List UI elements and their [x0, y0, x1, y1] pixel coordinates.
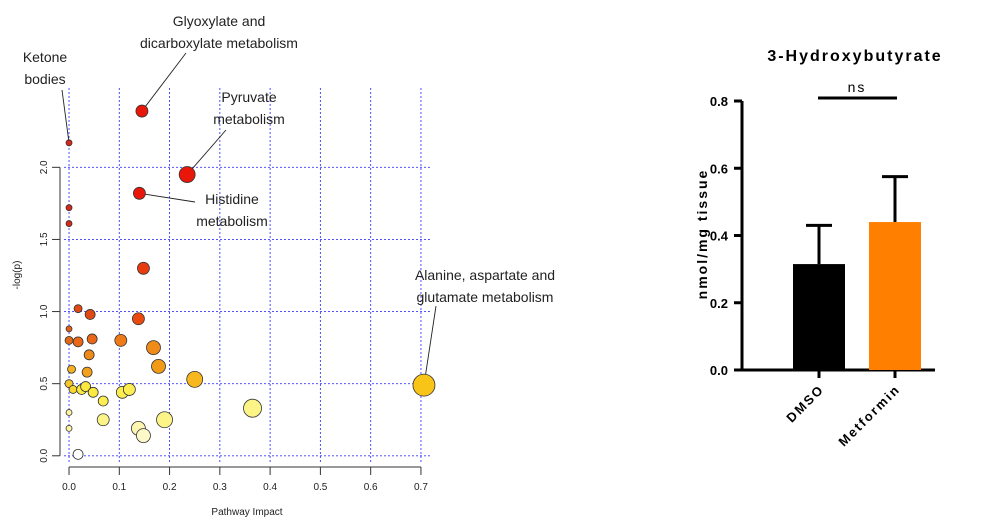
scatter-x-tick-label: 0.5	[313, 482, 327, 493]
scatter-point	[151, 358, 166, 374]
scatter-point	[122, 383, 136, 396]
bar-bars	[793, 175, 921, 370]
scatter-point	[65, 409, 73, 416]
scatter-points	[64, 104, 436, 460]
bar-chart-title: 3-Hydroxybutyrate	[767, 48, 942, 65]
scatter-point	[186, 370, 204, 388]
scatter-point	[178, 166, 196, 183]
scatter-point	[67, 364, 76, 374]
scatter-annotation-leaders	[61, 52, 437, 386]
scatter-y-tick-label: 0.5	[39, 376, 50, 390]
scatter-annotations: Ketone bodies Glyoxylate and dicarboxylate …	[23, 13, 555, 305]
scatter-x-tick-label: 0.2	[163, 482, 177, 493]
scatter-point	[97, 395, 109, 407]
scatter-point	[65, 204, 73, 212]
scatter-point	[136, 428, 151, 443]
scatter-point	[86, 333, 98, 345]
annotation-label: metabolism	[196, 213, 268, 229]
scatter-point	[84, 309, 96, 320]
scatter-point	[146, 340, 161, 356]
scatter-point	[65, 220, 73, 227]
annotation-label: glutamate metabolism	[417, 289, 554, 305]
scatter-point	[65, 424, 73, 432]
bar-y-tick-label: 0.4	[710, 229, 729, 244]
scatter-grid	[64, 88, 431, 463]
bar-y-tick-label: 0.6	[710, 161, 728, 176]
scatter-point	[73, 304, 83, 314]
scatter-y-tick-label: 0.0	[39, 448, 50, 462]
scatter-y-tick-label: 1.0	[39, 304, 50, 318]
annotation-leader-line	[61, 89, 70, 143]
scatter-point	[243, 398, 262, 418]
scatter-x-axis-label: Pathway Impact	[211, 507, 282, 517]
scatter-y-axis-label: -log(p)	[12, 261, 23, 290]
bar-y-tick-label: 0.8	[710, 94, 728, 109]
scatter-point	[87, 386, 99, 398]
annotation-label: Alanine, aspartate and	[415, 267, 555, 283]
scatter-point	[68, 385, 78, 394]
annotation-label: Histidine	[205, 191, 259, 207]
bar-metformin	[869, 222, 921, 370]
scatter-y-tick-label: 1.5	[39, 232, 50, 246]
bar-category-label: Metformin	[835, 382, 903, 450]
scatter-point	[133, 186, 146, 200]
annotation-leader-line	[423, 305, 437, 386]
scatter-point	[83, 349, 95, 361]
scatter-point	[80, 381, 92, 392]
scatter-point	[114, 334, 128, 347]
scatter-point	[135, 104, 149, 118]
bar-category-label: DMSO	[783, 382, 827, 426]
significance-bracket: ns	[818, 79, 897, 100]
hydroxybutyrate-bar-chart: 3-Hydroxybutyrate nmol/mg tissue 0.0 0.2 0…	[694, 48, 942, 450]
annotation-label: Glyoxylate and	[173, 13, 266, 29]
scatter-x-tick-label: 0.3	[213, 482, 227, 493]
scatter-point	[65, 325, 73, 333]
annotation-label: bodies	[24, 71, 65, 87]
scatter-x-tick-label: 0.4	[263, 482, 277, 493]
scatter-axes: 0.0 0.1 0.2 0.3 0.4 0.5 0.6 0.7 0.0 0.5 1.0 1.5 2.0	[39, 160, 428, 493]
significance-label: ns	[848, 79, 867, 95]
scatter-y-tick-label: 2.0	[39, 160, 50, 174]
scatter-point	[72, 448, 84, 460]
scatter-point	[156, 411, 173, 429]
pathway-impact-scatter-plot: 0.0 0.1 0.2 0.3 0.4 0.5 0.6 0.70.00.51.01.52.0 …	[12, 13, 555, 517]
annotation-label: Ketone	[23, 49, 68, 65]
annotation-label: Pyruvate	[221, 89, 276, 105]
bar-y-tick-label: 0.0	[710, 363, 728, 378]
annotation-leader-line	[141, 52, 187, 112]
annotation-leader-line	[186, 129, 227, 175]
scatter-x-tick-label: 0.0	[62, 482, 76, 493]
scatter-x-tick-label: 0.7	[414, 482, 428, 493]
scatter-x-tick-label: 0.6	[364, 482, 378, 493]
scatter-x-tick-label: 0.1	[112, 482, 126, 493]
bar-y-tick-label: 0.2	[710, 296, 728, 311]
scatter-point	[137, 261, 150, 275]
scatter-point	[65, 139, 73, 147]
scatter-point	[132, 312, 145, 326]
bar-y-axis-label: nmol/mg tissue	[694, 169, 710, 300]
scatter-point	[96, 413, 110, 427]
bar-dmso	[793, 264, 845, 370]
scatter-point	[64, 336, 74, 345]
scatter-point	[412, 373, 436, 397]
scatter-point	[72, 336, 84, 348]
annotation-leader-line	[139, 192, 196, 203]
annotation-label: dicarboxylate metabolism	[140, 35, 298, 51]
annotation-label: metabolism	[213, 111, 285, 127]
scatter-point	[81, 366, 93, 378]
